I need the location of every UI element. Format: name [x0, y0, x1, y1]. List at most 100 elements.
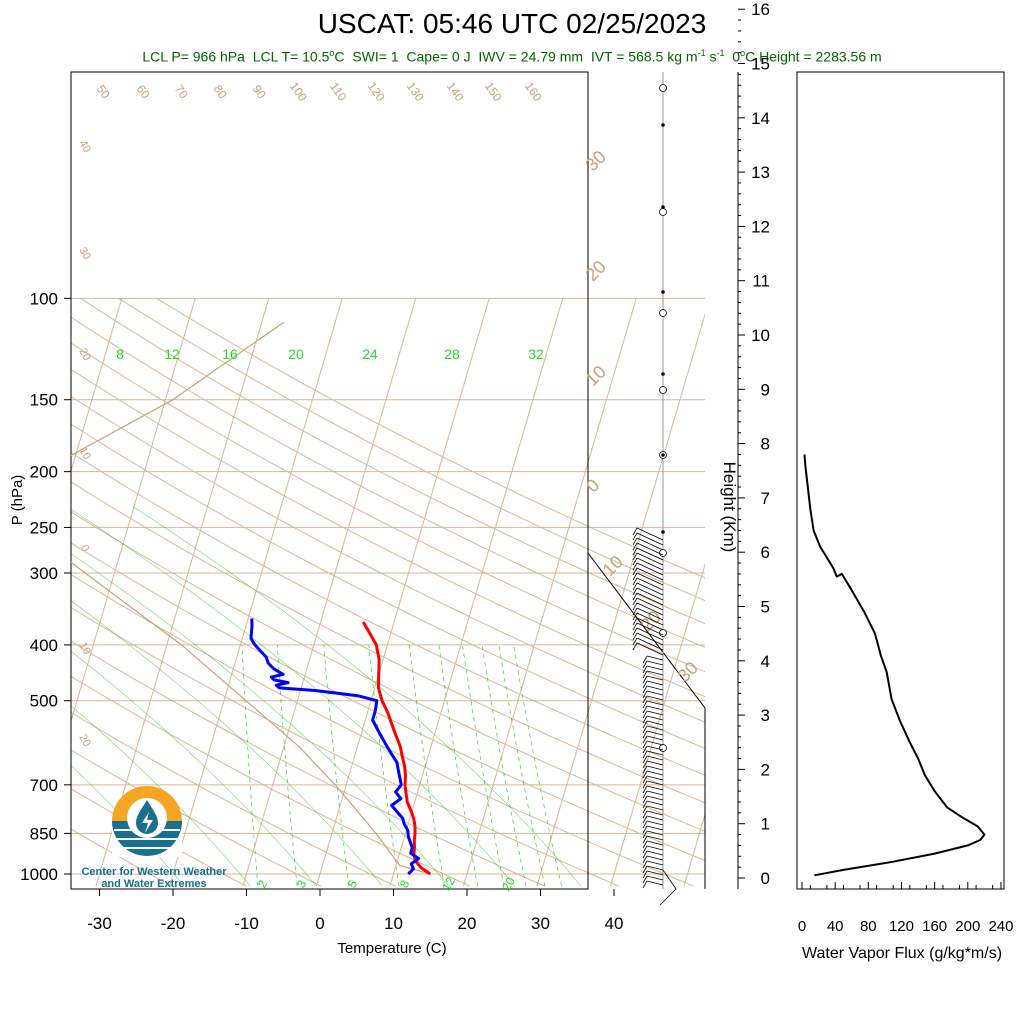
wind-barb-flag: [642, 685, 648, 694]
wind-level-dot: [661, 290, 665, 294]
wind-level-marker: [659, 386, 667, 394]
height-tick-label: 11: [752, 272, 770, 291]
wind-barb-shaft: [646, 740, 664, 746]
isotherm-line: [389, 298, 564, 887]
flux-x-axis-label: Water Vapor Flux (g/kg*m/s): [802, 945, 1002, 962]
wind-barb-flag: [642, 700, 648, 709]
wind-barb-shaft: [646, 750, 664, 756]
wind-barb-flag: [642, 745, 648, 754]
dry-adiabat-line: [71, 749, 322, 887]
dry-adiabat-line: [71, 316, 705, 648]
height-tick-label: 7: [761, 489, 770, 508]
flux-x-tick-label: 120: [889, 918, 914, 935]
wind-barb-flag: [642, 850, 648, 859]
height-tick-label: 8: [761, 435, 770, 454]
y-tick-label: 150: [30, 391, 58, 410]
wind-level-marker: [659, 309, 667, 317]
x-tick-label: 10: [384, 914, 403, 933]
wind-barb-flag: [642, 660, 648, 669]
ivt-exponent-1: -1: [697, 48, 706, 58]
wind-barb-flag: [632, 612, 638, 621]
wind-barb-flag: [642, 780, 648, 789]
mixing-ratio-line: [323, 644, 350, 887]
wind-barb-shaft: [646, 855, 664, 861]
mixing-ratio-label: 20: [288, 346, 304, 362]
x-tick-label: 40: [605, 914, 624, 933]
flux-x-tick-label: 80: [860, 918, 877, 935]
wind-barb-flag: [642, 845, 648, 854]
height-tick-label: 14: [751, 109, 770, 128]
height-axis-label: Height (Km): [720, 462, 739, 553]
wind-barb-flag: [642, 855, 648, 864]
wind-barb-flag: [632, 617, 638, 626]
dry-adiabat-line: [71, 542, 705, 862]
wind-barb-shaft: [646, 770, 664, 776]
wind-barb-shaft: [636, 592, 664, 606]
y-axis-label: P (hPa): [9, 475, 26, 526]
skewt-frame-extension: [587, 552, 706, 889]
isotherm-right-label: 30: [674, 658, 702, 686]
wind-barb-shaft: [636, 552, 664, 566]
mixing-ratio-line: [438, 644, 479, 887]
wind-level-marker: [659, 629, 667, 637]
mixing-ratio-bottom-label: 12: [439, 874, 458, 893]
wind-barb-flag: [632, 637, 638, 646]
ivt-seconds: s: [705, 48, 717, 65]
logo-caption: Center for Western Weather and Water Extr…: [74, 866, 234, 890]
iwv-value: IWV = 24.79 mm: [478, 48, 584, 65]
dry-adiabat-line: [71, 451, 705, 776]
flux-x-tick-label: 160: [922, 918, 947, 935]
wind-barb-flag: [642, 770, 648, 779]
wind-barb-flag: [632, 542, 638, 551]
wind-barb-shaft: [636, 637, 664, 651]
dry-adiabat-line: [71, 511, 705, 832]
isotherm-line: [757, 298, 930, 886]
dry-adiabat-line: [71, 423, 705, 749]
wind-barb-shaft: [636, 612, 664, 626]
wind-barb-shaft: [646, 845, 664, 851]
wind-barb-shaft: [636, 617, 664, 631]
wind-barb-flag: [642, 670, 648, 679]
wind-barb-flag: [632, 607, 638, 616]
dry-adiabat-label: 110: [327, 80, 350, 104]
wind-barb-shaft: [646, 720, 664, 726]
cape-value: Cape= 0 J: [406, 48, 471, 65]
wind-barb-shaft: [646, 800, 664, 806]
wind-barb-shaft: [636, 582, 664, 596]
dry-adiabat-label: 70: [172, 82, 191, 101]
ivt-exponent-2: -1: [716, 48, 725, 58]
wind-barb-flag: [642, 655, 648, 664]
dry-adiabat-line: [71, 606, 620, 887]
wind-barb-shaft: [646, 825, 664, 831]
x-tick-label: 0: [315, 914, 324, 933]
height-tick-label: 12: [751, 217, 770, 236]
height-tick-label: 2: [761, 760, 770, 779]
wind-barb-flag: [642, 725, 648, 734]
wind-barb-shaft: [646, 745, 664, 751]
height-tick-label: 16: [751, 0, 770, 19]
wind-barb-shaft: [646, 675, 664, 681]
wind-level-dot: [661, 205, 665, 209]
wind-barb-flag: [632, 622, 638, 631]
dry-adiabat-line: [71, 395, 705, 723]
dry-adiabat-label: 130: [404, 79, 427, 104]
wind-level-dot: [661, 453, 665, 457]
lcl-pressure: LCL P= 966 hPa: [142, 48, 245, 65]
dry-adiabat-label: 150: [482, 79, 505, 104]
wind-barb-shaft: [646, 880, 664, 886]
dry-adiabat-line: [71, 574, 694, 887]
y-tick-label: 850: [30, 824, 58, 843]
wind-barb-shaft: [636, 607, 664, 621]
mixing-ratio-label: 32: [528, 346, 544, 362]
wind-barb-flag: [642, 880, 648, 889]
isotherm-line: [315, 298, 490, 887]
wind-barb-flag: [632, 582, 638, 591]
cw3e-logo: [112, 786, 182, 857]
wind-barb-flag: [632, 552, 638, 561]
wind-barb-shaft: [646, 780, 664, 786]
wind-barb-flag: [642, 665, 648, 674]
wind-barb-shaft: [659, 869, 677, 906]
isotherm-line: [536, 312, 705, 887]
wind-barb-shaft: [636, 642, 664, 656]
wind-barb-shaft: [646, 735, 664, 741]
